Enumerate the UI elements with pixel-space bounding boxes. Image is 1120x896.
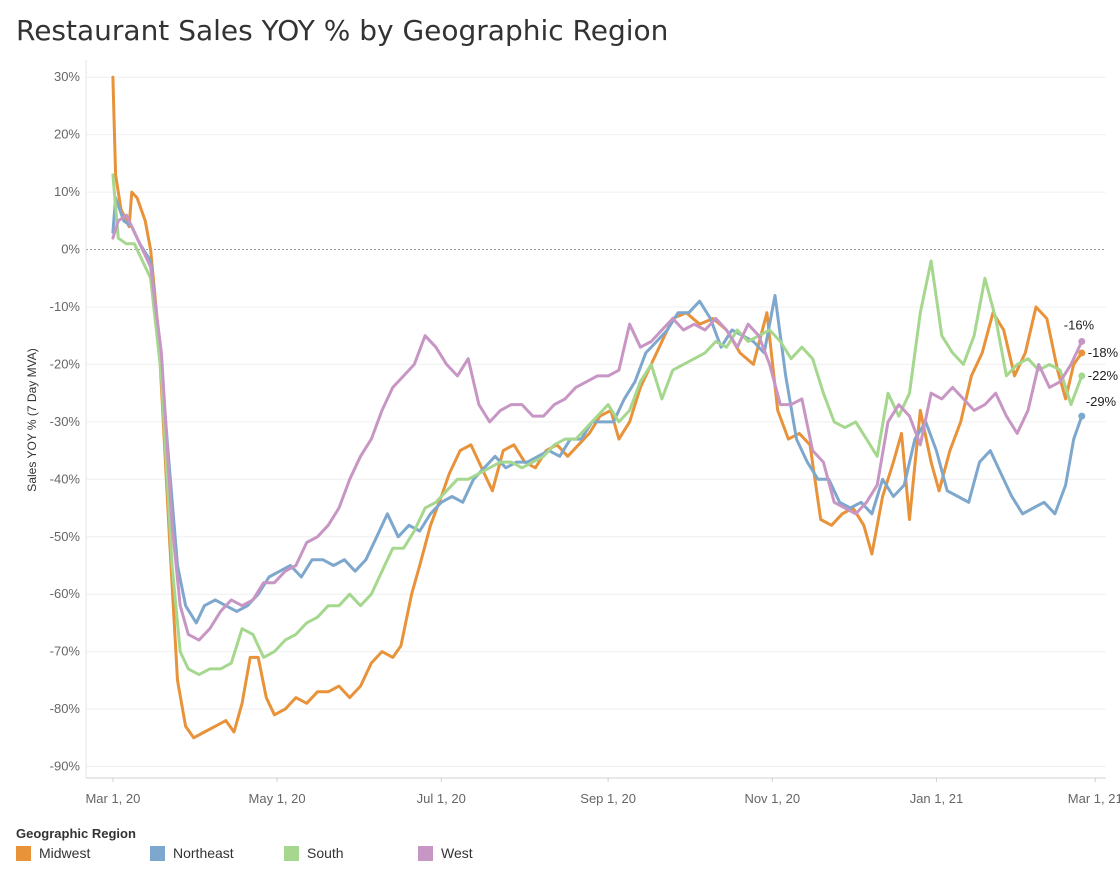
legend-item-south[interactable]: South [284,845,344,861]
y-tick-label: 20% [54,127,80,142]
series-line-west[interactable] [111,213,1084,642]
chart-title: Restaurant Sales YOY % by Geographic Reg… [16,14,669,47]
y-tick-label: -60% [50,586,81,601]
legend-swatch-midwest [16,845,31,861]
series-line-midwest[interactable] [111,75,1084,740]
legend-label-midwest: Midwest [39,845,91,861]
y-tick-label: -20% [50,356,81,371]
chart-plot: 30% 20% 10% 0% -10% -20% -30% -40% -50% -60% -70% -… [25,60,1120,806]
y-tick-label: -30% [50,414,81,429]
legend-title: Geographic Region [16,826,136,841]
x-tick-label: Nov 1, 20 [744,791,800,806]
y-tick-label: -40% [50,471,81,486]
legend-item-midwest[interactable]: Midwest [16,845,90,861]
series-line-northeast[interactable] [111,196,1084,625]
y-tick-label: -50% [50,529,81,544]
y-tick-label: 10% [54,184,80,199]
legend-items: Midwest Northeast South West [16,845,536,869]
endpoint-marker-northeast[interactable] [1078,412,1086,420]
legend-label-south: South [307,845,344,861]
x-tick-label: Jul 1, 20 [417,791,466,806]
axis-layer: 30% 20% 10% 0% -10% -20% -30% -40% -50% -60% -70% -… [50,60,1120,806]
series-line-south[interactable] [111,173,1084,677]
legend-label-northeast: Northeast [173,845,234,861]
series-layer [111,75,1084,740]
legend-swatch-west [418,845,433,861]
endpoint-label-south: -22% [1088,368,1119,383]
y-tick-label: 0% [61,242,80,257]
y-tick-label: 30% [54,69,80,84]
y-tick-label: -10% [50,299,81,314]
endpoint-layer: -18% -29% -22% -16% [1064,317,1119,420]
y-tick-label: -90% [50,759,81,774]
y-tick-label: -70% [50,644,81,659]
x-tick-label: Mar 1, 20 [85,791,140,806]
endpoint-label-west: -16% [1064,317,1095,332]
y-axis-title: Sales YOY % (7 Day MVA) [25,348,39,491]
endpoint-marker-west[interactable] [1078,337,1086,345]
x-tick-label: Jan 1, 21 [910,791,964,806]
endpoint-marker-midwest[interactable] [1078,349,1086,357]
legend-item-northeast[interactable]: Northeast [150,845,234,861]
grid-layer [86,76,1106,768]
x-tick-label: May 1, 20 [249,791,306,806]
x-tick-label: Mar 1, 21 [1068,791,1120,806]
legend-swatch-northeast [150,845,165,861]
legend-swatch-south [284,845,299,861]
x-tick-label: Sep 1, 20 [580,791,636,806]
legend: Geographic Region Midwest Northeast Sout… [16,826,536,869]
endpoint-marker-south[interactable] [1078,372,1086,380]
endpoint-label-midwest: -18% [1088,345,1119,360]
legend-item-west[interactable]: West [418,845,473,861]
endpoint-label-northeast: -29% [1086,394,1117,409]
y-tick-label: -80% [50,701,81,716]
legend-label-west: West [441,845,473,861]
